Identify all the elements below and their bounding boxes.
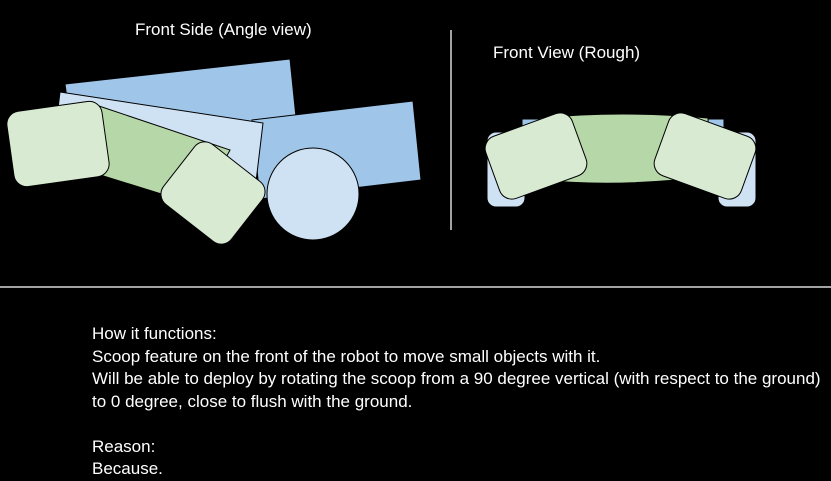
function-line-2: Will be able to deploy by rotating the s… xyxy=(92,369,821,411)
angle-view xyxy=(6,58,422,245)
scoop-left-roller xyxy=(6,100,110,188)
function-line-1: Scoop feature on the front of the robot … xyxy=(92,346,601,366)
function-heading: How it functions: xyxy=(92,324,217,343)
front-view-title: Front View (Rough) xyxy=(493,43,641,62)
angle-view-title: Front Side (Angle view) xyxy=(135,20,312,39)
front-wheel xyxy=(266,147,360,241)
reason-heading: Reason: xyxy=(92,436,156,456)
front-view-left-roller xyxy=(484,112,588,200)
paragraph-gap xyxy=(92,413,827,436)
reason-text: Because. xyxy=(92,459,163,478)
notes-text: How it functions: Scoop feature on the f… xyxy=(92,323,827,481)
front-view xyxy=(484,112,757,208)
front-view-right-roller xyxy=(653,112,757,200)
scoop-right-roller xyxy=(160,141,266,245)
